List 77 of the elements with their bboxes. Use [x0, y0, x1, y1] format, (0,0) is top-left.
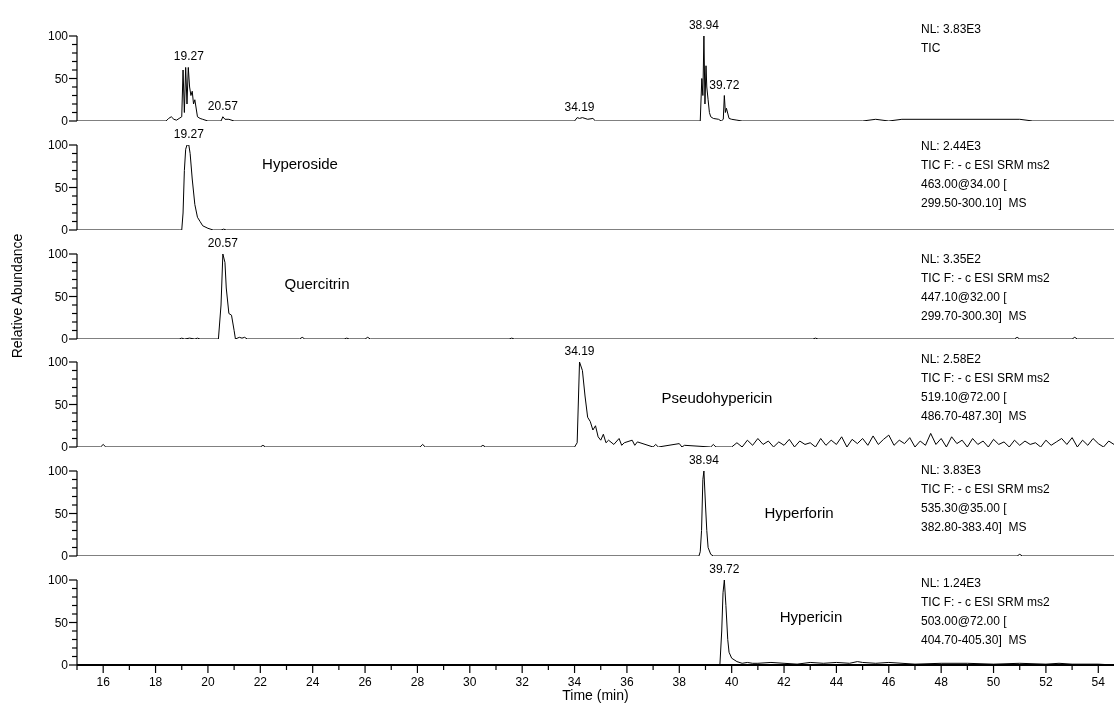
annotation: 19.27 — [173, 49, 205, 64]
annotation: NL: 3.83E3 — [921, 462, 983, 480]
x-tick-label: 28 — [410, 675, 425, 689]
x-tick-label: 38 — [672, 675, 687, 689]
y-tick-label: 0 — [61, 658, 69, 672]
annotation: 503.00@72.00 [ — [921, 613, 1008, 630]
y-tick-label: 50 — [54, 615, 69, 630]
y-tick-label: 100 — [47, 355, 69, 370]
y-tick-label: 100 — [47, 29, 69, 43]
annotation: NL: 2.44E3 — [921, 137, 983, 155]
x-tick-label: 16 — [96, 675, 111, 689]
annotation: 34.19 — [564, 344, 595, 359]
text: Hyperoside — [262, 154, 338, 172]
y-tick-label: 50 — [54, 71, 69, 86]
annotation: TIC F: - c ESI SRM ms2 — [921, 370, 1050, 388]
x-tick-label: 48 — [934, 675, 949, 689]
x-tick-label: 22 — [253, 675, 268, 689]
y-tick-label: 100 — [47, 246, 69, 261]
annotation: TIC F: - c ESI SRM ms2 — [921, 156, 1050, 174]
annotation: 39.72 — [709, 562, 740, 576]
y-tick-label: 100 — [47, 464, 69, 479]
x-tick-label: 50 — [986, 675, 1001, 689]
y-tick-label: 100 — [47, 137, 69, 152]
y-tick-label: 50 — [54, 180, 69, 195]
y-tick-label: 100 — [47, 573, 69, 587]
annotation: NL: 3.83E3 — [921, 21, 982, 38]
annotation: TIC F: - c ESI SRM ms2 — [921, 594, 1050, 611]
text: Pseudohypericin — [661, 388, 773, 406]
annotation: 519.10@72.00 [ — [921, 389, 1008, 407]
x-tick-label: 46 — [882, 675, 896, 689]
text: Hyperforin — [764, 503, 834, 521]
x-tick-label: 26 — [358, 675, 373, 689]
y-tick-label: 0 — [61, 222, 69, 237]
x-tick-label: 32 — [515, 675, 530, 689]
x-tick-label: 20 — [201, 675, 215, 689]
y-tick-label: 0 — [61, 331, 69, 346]
annotation: 34.19 — [564, 99, 595, 114]
y-tick-label: 0 — [61, 114, 69, 128]
text: Hypericin — [779, 607, 843, 625]
annotation: 38.94 — [688, 453, 720, 468]
annotation: TIC F: - c ESI SRM ms2 — [921, 269, 1050, 287]
y-tick-label: 0 — [61, 549, 69, 564]
x-tick-label: 52 — [1039, 675, 1053, 689]
annotation: 20.57 — [207, 235, 239, 250]
annotation: 38.94 — [688, 18, 720, 32]
annotation: 404.70-405.30] MS — [921, 632, 1028, 649]
annotation: 19.27 — [173, 126, 205, 141]
annotation: 535.30@35.00 [ — [921, 500, 1008, 518]
x-tick-label: 30 — [463, 675, 477, 689]
annotation: 39.72 — [709, 77, 740, 92]
x-tick-label: 18 — [148, 675, 163, 689]
x-tick-label: 34 — [567, 675, 582, 689]
y-axis-title: Relative Abundance — [9, 233, 25, 359]
x-tick-label: 54 — [1091, 675, 1106, 689]
annotation: TIC F: - c ESI SRM ms2 — [921, 481, 1050, 499]
x-tick-label: 44 — [829, 675, 844, 689]
annotation: 447.10@32.00 [ — [921, 288, 1008, 306]
x-tick-label: 36 — [620, 675, 634, 689]
annotation: 463.00@34.00 [ — [921, 175, 1008, 193]
x-tick-label: 42 — [777, 675, 792, 689]
annotation: 299.50-300.10] MS — [921, 194, 1028, 212]
x-tick-label: 40 — [724, 675, 739, 689]
y-tick-label: 50 — [54, 506, 69, 521]
annotation: 382.80-383.40] MS — [921, 519, 1028, 537]
x-axis-title: Time (min) — [562, 687, 629, 703]
annotation: NL: 1.24E3 — [921, 575, 983, 592]
annotation: 299.70-300.30] MS — [921, 307, 1028, 325]
annotation: TIC — [921, 40, 942, 57]
x-tick-label: 24 — [306, 675, 320, 689]
y-tick-label: 50 — [54, 397, 69, 412]
annotation: NL: 2.58E2 — [921, 351, 983, 369]
annotation: 20.57 — [207, 98, 239, 113]
annotation: 486.70-487.30] MS — [921, 408, 1028, 426]
text: Quercitrin — [284, 274, 350, 292]
y-tick-label: 0 — [61, 440, 69, 455]
y-tick-label: 50 — [54, 289, 69, 304]
annotation: NL: 3.35E2 — [921, 250, 983, 268]
